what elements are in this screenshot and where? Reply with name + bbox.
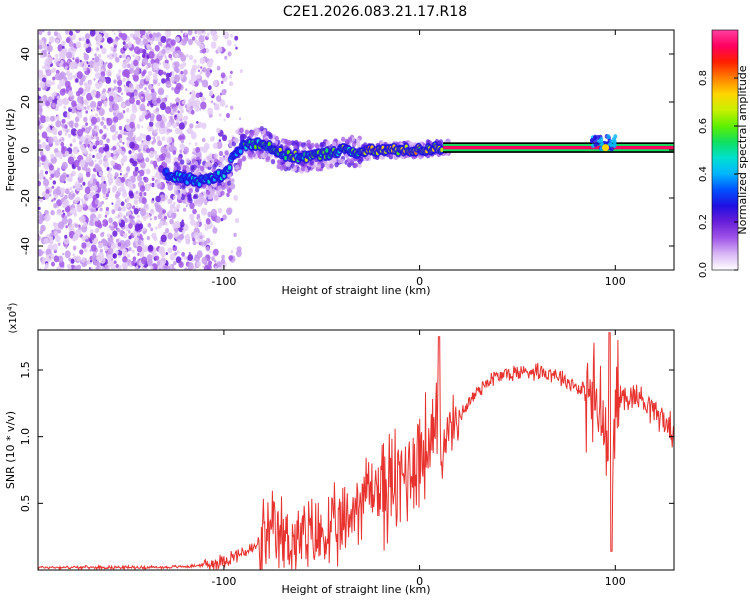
- y-tick-label: 40: [19, 47, 32, 61]
- x-tick-label: 100: [605, 275, 626, 288]
- spectrogram-noise: [38, 30, 243, 270]
- y-tick-label: 1.5: [19, 361, 32, 379]
- snr-multiplier: (x104): [6, 302, 19, 333]
- y-tick-label: -40: [19, 237, 32, 255]
- snr-x-ticks: -100 0 100: [211, 330, 626, 588]
- y-tick-label: 20: [19, 95, 32, 109]
- snr-x-label: Height of straight line (km): [281, 583, 430, 596]
- snr-panel: -100 0 100 0.5 1.0 1.5 Height of straight li…: [4, 302, 675, 596]
- snr-y-ticks: 0.5 1.0 1.5: [19, 361, 674, 512]
- figure-title: C2E1.2026.083.21.17.R18: [283, 4, 467, 20]
- colorbar-tick-label: 0.4: [698, 166, 709, 182]
- y-tick-label: 1.0: [19, 428, 32, 446]
- spectrogram-x-label: Height of straight line (km): [281, 284, 430, 297]
- snr-series-line: [38, 332, 674, 570]
- spectrogram-ridge: [162, 137, 446, 189]
- spectrogram-y-label: Frequency (Hz): [4, 109, 17, 192]
- x-tick-label: -100: [211, 575, 236, 588]
- x-tick-label: -100: [211, 275, 236, 288]
- spectrogram-x-ticks: -100 0 100: [211, 30, 626, 288]
- tone-disturbance: [590, 134, 618, 152]
- y-tick-label: 0.5: [19, 495, 32, 513]
- y-tick-label: 0: [19, 147, 32, 154]
- tone-peak-mark: [602, 144, 610, 152]
- spectrogram-panel: -100 0 100 -40 -20 0 20 40 Height of straight …: [4, 29, 675, 297]
- x-tick-label: 0: [416, 275, 423, 288]
- snr-y-label: SNR (10 * v/v): [4, 411, 17, 489]
- colorbar-tick-label: 0.2: [698, 214, 709, 230]
- colorbar-label: Normalized spectral amplitude: [736, 65, 749, 234]
- colorbar-ticks: 0.0 0.2 0.4 0.6 0.8: [698, 70, 738, 278]
- x-tick-label: 0: [416, 575, 423, 588]
- colorbar-tick-label: 0.8: [698, 70, 709, 86]
- colorbar-bar: [711, 29, 739, 271]
- spectrogram-y-ticks: -40 -20 0 20 40: [19, 47, 674, 255]
- snr-frame: [37, 329, 675, 571]
- colorbar: 0.0 0.2 0.4 0.6 0.8 Normalized spectral ampl…: [698, 29, 749, 278]
- spectrogram-image: [38, 30, 674, 270]
- y-tick-label: -20: [19, 189, 32, 207]
- x-tick-label: 100: [605, 575, 626, 588]
- colorbar-tick-label: 0.0: [698, 262, 709, 278]
- colorbar-tick-label: 0.6: [698, 118, 709, 134]
- tone-band-core: [443, 145, 674, 150]
